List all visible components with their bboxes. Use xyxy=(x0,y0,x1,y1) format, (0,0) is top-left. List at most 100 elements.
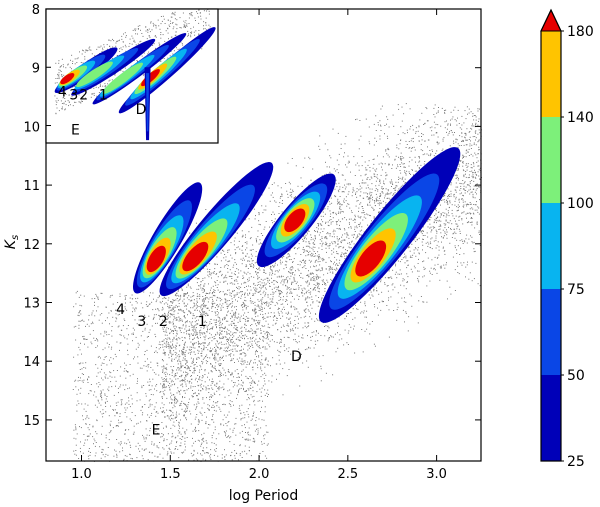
scatter-point xyxy=(233,264,235,266)
scatter-point xyxy=(264,318,266,319)
scatter-point xyxy=(338,219,340,221)
scatter-point xyxy=(295,165,297,167)
scatter-point xyxy=(232,266,234,268)
scatter-point xyxy=(453,194,455,196)
scatter-point xyxy=(274,323,276,325)
scatter-point xyxy=(180,419,181,421)
scatter-point xyxy=(174,396,176,398)
scatter-point xyxy=(328,233,330,235)
scatter-point xyxy=(277,271,279,273)
scatter-point xyxy=(361,165,363,167)
scatter-point xyxy=(451,213,453,215)
scatter-point xyxy=(297,311,299,313)
scatter-point xyxy=(471,167,473,169)
scatter-point xyxy=(373,123,375,125)
scatter-point xyxy=(411,271,413,273)
scatter-point xyxy=(171,347,173,349)
scatter-point xyxy=(474,176,476,178)
scatter-point xyxy=(333,168,335,170)
scatter-point xyxy=(379,179,381,181)
scatter-point xyxy=(365,118,367,120)
scatter-point xyxy=(189,286,191,288)
scatter-point xyxy=(165,425,167,427)
scatter-point xyxy=(459,193,461,195)
scatter-point xyxy=(457,225,459,227)
scatter-point xyxy=(456,239,458,241)
scatter-point xyxy=(470,111,472,113)
scatter-point xyxy=(357,215,359,217)
scatter-point xyxy=(466,222,468,224)
scatter-point xyxy=(410,295,412,297)
scatter-point xyxy=(310,304,312,306)
scatter-point xyxy=(397,260,399,262)
scatter-point xyxy=(231,298,233,300)
scatter-point xyxy=(409,256,411,258)
scatter-point xyxy=(233,273,235,275)
scatter-point xyxy=(162,391,164,393)
scatter-point xyxy=(348,313,349,314)
scatter-point xyxy=(353,325,355,327)
scatter-point xyxy=(426,285,428,287)
scatter-point xyxy=(199,271,201,273)
scatter-point xyxy=(244,305,245,307)
scatter-point xyxy=(195,324,197,326)
scatter-point xyxy=(203,344,205,346)
scatter-point xyxy=(288,325,290,327)
scatter-point xyxy=(349,207,351,209)
scatter-point xyxy=(293,352,295,354)
scatter-point xyxy=(456,249,458,251)
scatter-point xyxy=(377,190,379,192)
scatter-point xyxy=(326,233,328,235)
scatter-point xyxy=(200,353,202,354)
scatter-point xyxy=(261,300,263,302)
scatter-point xyxy=(381,300,383,302)
scatter-point xyxy=(323,259,325,261)
scatter-point xyxy=(230,254,232,256)
scatter-point xyxy=(304,260,306,262)
scatter-point xyxy=(255,331,257,333)
scatter-point xyxy=(468,155,470,156)
scatter-point xyxy=(359,203,361,205)
scatter-point xyxy=(224,318,226,320)
scatter-point xyxy=(403,180,405,182)
scatter-point xyxy=(228,300,230,301)
scatter-point xyxy=(317,269,319,271)
scatter-point xyxy=(233,240,235,242)
scatter-point xyxy=(386,192,388,194)
scatter-point xyxy=(459,189,461,191)
scatter-point xyxy=(458,198,460,200)
scatter-point xyxy=(165,343,167,345)
scatter-point xyxy=(251,396,253,398)
scatter-point xyxy=(164,334,166,336)
scatter-point xyxy=(373,343,375,345)
scatter-point xyxy=(166,319,168,320)
scatter-point xyxy=(209,350,211,352)
scatter-point xyxy=(339,188,341,190)
scatter-point xyxy=(428,219,430,221)
scatter-point xyxy=(439,216,441,218)
scatter-point xyxy=(244,324,246,326)
scatter-point xyxy=(209,273,211,275)
scatter-point xyxy=(197,401,199,403)
scatter-point xyxy=(288,271,290,272)
scatter-point xyxy=(450,293,452,295)
scatter-point xyxy=(463,206,465,208)
scatter-point xyxy=(346,234,348,236)
scatter-point xyxy=(424,140,426,142)
scatter-point xyxy=(444,121,446,123)
scatter-point xyxy=(184,404,186,406)
scatter-point xyxy=(341,252,343,254)
scatter-point xyxy=(211,293,213,295)
scatter-point xyxy=(272,192,273,194)
scatter-point xyxy=(176,330,178,332)
scatter-point xyxy=(273,221,275,223)
scatter-point xyxy=(209,357,211,359)
scatter-point xyxy=(348,183,350,185)
scatter-point xyxy=(346,342,348,344)
scatter-point xyxy=(229,260,231,262)
scatter-point xyxy=(451,131,453,133)
scatter-point xyxy=(431,126,433,128)
scatter-point xyxy=(256,240,257,242)
scatter-point xyxy=(200,355,202,357)
scatter-point xyxy=(312,249,314,251)
